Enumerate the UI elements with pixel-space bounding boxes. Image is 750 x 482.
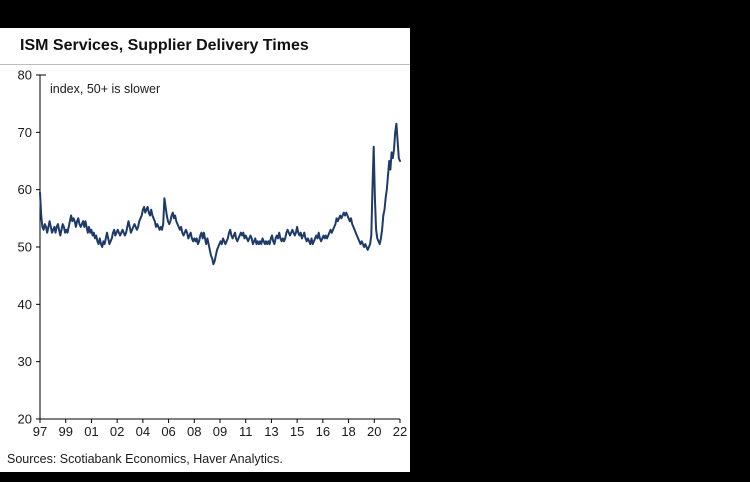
sources-note: Sources: Scotiabank Economics, Haver Ana… (7, 452, 283, 466)
title-divider (0, 64, 410, 65)
y-tick-label: 20 (18, 412, 32, 427)
y-tick-label: 50 (18, 240, 32, 255)
series-line (39, 122, 401, 266)
x-tick-label: 20 (367, 424, 381, 439)
x-tick-label: 16 (316, 424, 330, 439)
y-tick-label: 70 (18, 125, 32, 140)
x-tick-label: 22 (393, 424, 407, 439)
chart-title: ISM Services, Supplier Delivery Times (20, 37, 309, 54)
y-tick-label: 30 (18, 354, 32, 369)
x-tick-label: 97 (33, 424, 47, 439)
x-tick-label: 02 (110, 424, 124, 439)
x-tick-label: 06 (161, 424, 175, 439)
x-tick-label: 09 (213, 424, 227, 439)
x-tick-label: 13 (264, 424, 278, 439)
x-tick-label: 01 (84, 424, 98, 439)
y-tick-label: 80 (18, 68, 32, 83)
x-tick-label: 15 (290, 424, 304, 439)
x-tick-label: 18 (341, 424, 355, 439)
y-tick-label: 60 (18, 182, 32, 197)
x-tick-label: 99 (58, 424, 72, 439)
chart-annotation: index, 50+ is slower (50, 82, 160, 96)
x-tick-label: 11 (239, 424, 253, 439)
chart-panel: ISM Services, Supplier Delivery Times 80… (0, 28, 410, 472)
x-tick-label: 04 (136, 424, 150, 439)
y-tick-label: 40 (18, 297, 32, 312)
x-tick-label: 08 (187, 424, 201, 439)
